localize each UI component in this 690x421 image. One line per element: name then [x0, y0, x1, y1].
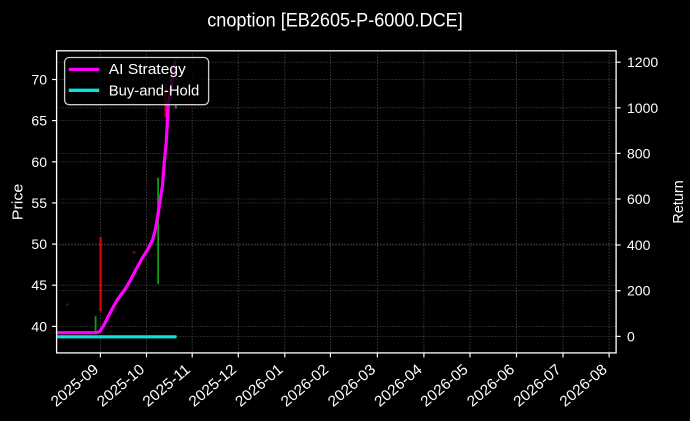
svg-text:cnoption [EB2605-P-6000.DCE]: cnoption [EB2605-P-6000.DCE]	[207, 9, 463, 31]
svg-text:200: 200	[627, 283, 651, 299]
svg-text:40: 40	[31, 318, 47, 334]
svg-text:55: 55	[31, 195, 47, 211]
svg-text:45: 45	[31, 277, 47, 293]
svg-text:800: 800	[627, 145, 651, 161]
svg-text:1200: 1200	[627, 54, 658, 70]
svg-text:600: 600	[627, 191, 651, 207]
svg-text:65: 65	[31, 113, 47, 129]
svg-text:60: 60	[31, 154, 47, 170]
svg-text:Buy-and-Hold: Buy-and-Hold	[109, 82, 200, 99]
svg-text:AI Strategy: AI Strategy	[109, 61, 187, 78]
svg-text:70: 70	[31, 72, 47, 88]
svg-text:0: 0	[627, 328, 635, 344]
svg-text:400: 400	[627, 237, 651, 253]
svg-text:Return: Return	[670, 180, 687, 224]
svg-text:1000: 1000	[627, 100, 658, 116]
svg-text:Price: Price	[9, 184, 26, 221]
svg-text:50: 50	[31, 236, 47, 252]
